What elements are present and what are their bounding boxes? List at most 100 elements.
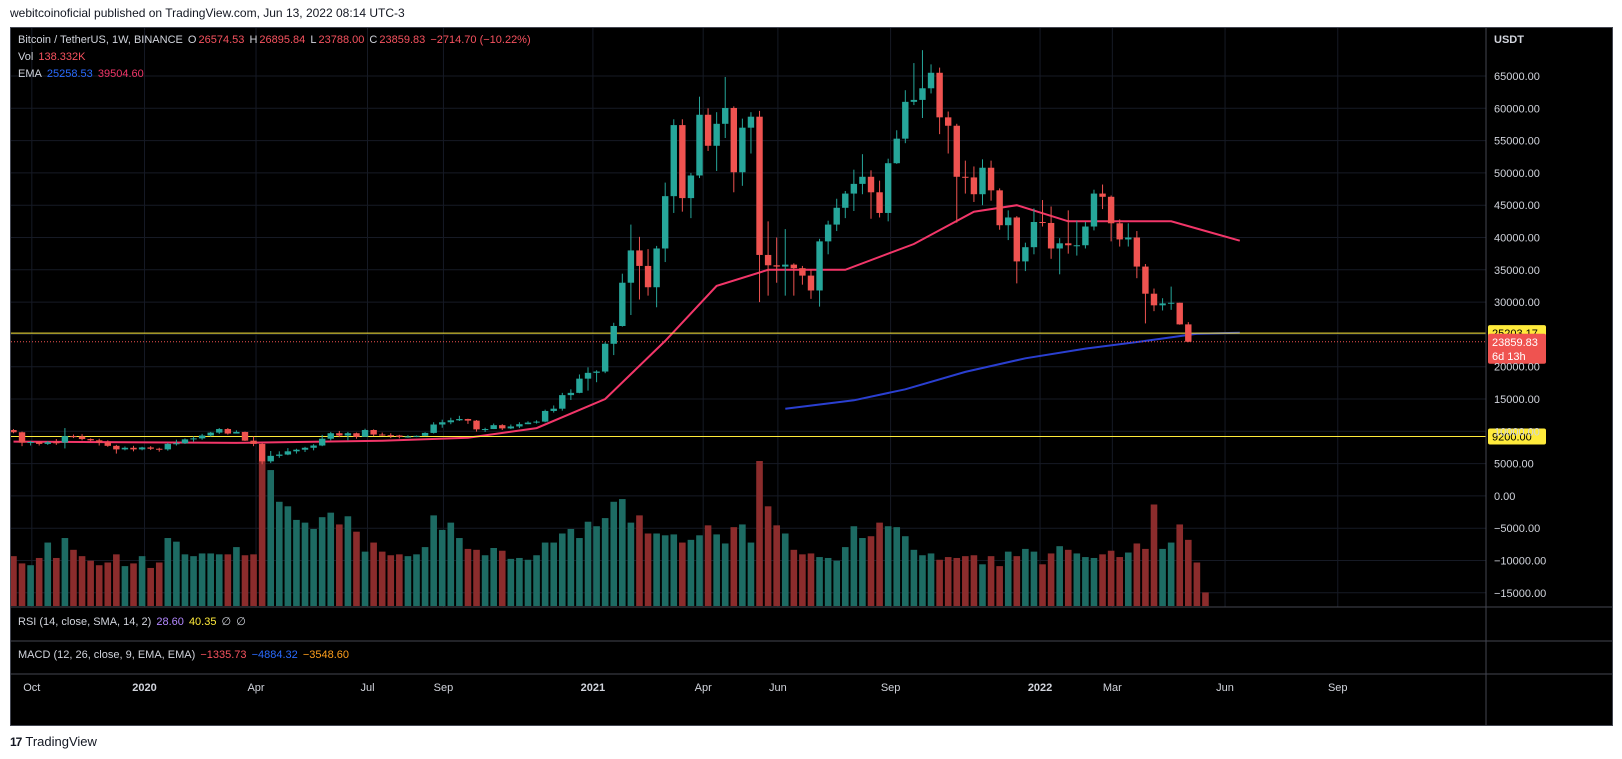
volume-label[interactable]: Vol xyxy=(18,51,34,63)
volume-bar xyxy=(164,538,172,606)
rsi-legend[interactable]: RSI (14, close, SMA, 14, 2) 28.60 40.35 … xyxy=(18,615,248,628)
candle-body xyxy=(756,116,763,255)
candle-body xyxy=(1185,324,1192,342)
x-tick-label: 2022 xyxy=(1028,682,1052,694)
volume-bar xyxy=(773,525,780,606)
candle-body xyxy=(207,432,214,436)
volume-bar xyxy=(730,527,738,606)
x-tick-label: Apr xyxy=(247,682,264,694)
candle-body xyxy=(1107,196,1115,224)
candle-body xyxy=(739,127,746,173)
candle-body xyxy=(1039,221,1046,223)
candle-body xyxy=(944,117,952,126)
y-tick-label: −15000.00 xyxy=(1494,588,1546,600)
volume-bar xyxy=(18,563,26,606)
candle-body xyxy=(713,123,720,146)
volume-bar xyxy=(87,560,94,606)
ema-label[interactable]: EMA xyxy=(18,68,42,80)
candle-body xyxy=(301,447,309,450)
volume-bar xyxy=(207,553,214,606)
candle-body xyxy=(996,190,1003,226)
volume-bar xyxy=(747,542,755,606)
volume-bar xyxy=(721,543,729,606)
volume-bar xyxy=(438,529,446,606)
candle-body xyxy=(11,430,17,433)
y-tick-label: 30000.00 xyxy=(1494,297,1540,309)
ema-slow-value: 25258.53 xyxy=(46,68,93,80)
x-tick-label: 2020 xyxy=(132,682,156,694)
volume-bar xyxy=(70,549,77,606)
candle-body xyxy=(318,438,326,446)
candle-body xyxy=(970,177,978,195)
tradingview-logo-icon: 17 xyxy=(10,734,22,749)
volume-bar xyxy=(876,522,883,606)
candle-body xyxy=(627,250,635,283)
candle-body xyxy=(722,107,729,124)
rsi-value-3: ∅ xyxy=(221,616,232,628)
volume-bar xyxy=(884,526,892,606)
candle-body xyxy=(344,433,352,436)
symbol-name[interactable]: Bitcoin / TetherUS, 1W, BINANCE xyxy=(18,34,183,46)
candle-body xyxy=(533,421,540,423)
volume-bar xyxy=(336,524,343,606)
candle-body xyxy=(1150,293,1158,306)
volume-bar xyxy=(370,542,377,606)
candle-body xyxy=(379,434,386,436)
candle-body xyxy=(876,192,883,213)
volume-bar xyxy=(867,536,875,606)
volume-bar xyxy=(619,499,626,606)
candle-body xyxy=(1030,221,1038,248)
volume-bar xyxy=(704,525,712,606)
volume-bar xyxy=(636,515,643,606)
x-tick-label: Jun xyxy=(769,682,787,694)
candle-body xyxy=(1065,243,1072,246)
candle-body xyxy=(687,175,695,199)
symbol-legend: Bitcoin / TetherUS, 1W, BINANCE O 26574.5… xyxy=(18,34,533,46)
x-tick-label: Jul xyxy=(360,682,374,694)
candle-body xyxy=(807,275,815,291)
volume-bar xyxy=(1073,553,1081,606)
candle-body xyxy=(824,224,832,242)
volume-bar xyxy=(910,549,918,606)
volume-bar xyxy=(1030,551,1038,606)
candle-body xyxy=(764,254,772,266)
volume-bar xyxy=(859,538,866,606)
candle-body xyxy=(456,419,463,421)
candle-body xyxy=(979,167,986,195)
volume-bar xyxy=(35,557,43,606)
candle-body xyxy=(396,435,403,437)
y-tick-label: 0.00 xyxy=(1494,491,1515,503)
candle-body xyxy=(284,451,292,455)
volume-bar xyxy=(310,528,317,606)
volume-bar xyxy=(1013,556,1021,606)
volume-bar xyxy=(1004,551,1012,606)
last-price-badge xyxy=(1488,333,1546,364)
candle-body xyxy=(447,420,455,423)
volume-bar xyxy=(27,565,34,606)
change-value: −2714.70 (−10.22%) xyxy=(430,34,531,46)
candle-body xyxy=(87,439,94,441)
y-tick-label: 10000.00 xyxy=(1494,426,1540,438)
volume-bar xyxy=(173,541,180,606)
candle-body xyxy=(902,101,909,139)
candle-body xyxy=(18,432,26,443)
candle-body xyxy=(1133,237,1141,267)
volume-bar xyxy=(275,501,283,606)
y-tick-label: 5000.00 xyxy=(1494,459,1534,471)
volume-bar xyxy=(790,549,798,606)
candle-body xyxy=(842,193,849,208)
candle-body xyxy=(1176,302,1183,325)
candle-body xyxy=(1022,247,1029,262)
candle-body xyxy=(799,268,806,276)
macd-legend[interactable]: MACD (12, 26, close, 9, EMA, EMA) −1335.… xyxy=(18,649,351,661)
tradingview-footer[interactable]: 17 TradingView xyxy=(10,734,97,749)
volume-bar xyxy=(1133,543,1141,606)
volume-bar xyxy=(533,555,540,606)
y-tick-label: 45000.00 xyxy=(1494,200,1540,212)
volume-bar xyxy=(61,538,69,606)
candle-body xyxy=(884,163,892,213)
rsi-label: RSI (14, close, SMA, 14, 2) xyxy=(18,616,152,628)
candle-body xyxy=(936,72,943,118)
